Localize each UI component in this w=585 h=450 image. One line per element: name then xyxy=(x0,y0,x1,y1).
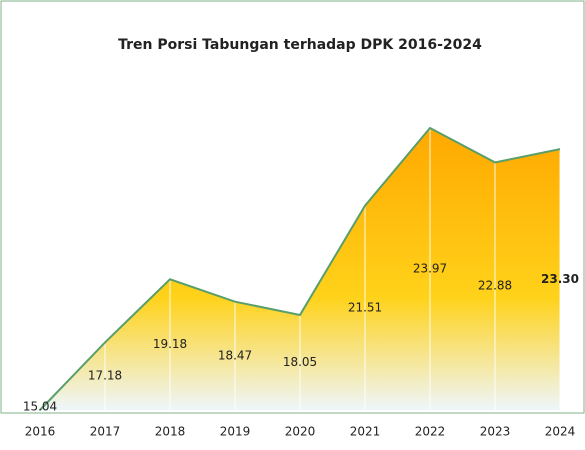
x-tick-label: 2020 xyxy=(285,425,316,439)
x-tick-label: 2019 xyxy=(220,425,251,439)
x-tick-label: 2018 xyxy=(155,425,186,439)
x-tick-label: 2024 xyxy=(545,425,576,439)
data-label: 23.97 xyxy=(413,262,447,276)
x-tick-label: 2021 xyxy=(350,425,381,439)
chart-title: Tren Porsi Tabungan terhadap DPK 2016-20… xyxy=(118,37,482,53)
data-label: 22.88 xyxy=(478,279,512,293)
frame xyxy=(0,0,585,414)
x-tick-label: 2022 xyxy=(415,425,446,439)
data-label: 17.18 xyxy=(88,369,122,383)
data-label: 18.05 xyxy=(283,355,317,369)
data-label: 15.04 xyxy=(23,400,57,414)
data-label: 21.51 xyxy=(348,300,382,314)
area-line xyxy=(39,126,561,411)
data-label: 23.30 xyxy=(541,272,579,286)
data-label: 18.47 xyxy=(218,348,252,362)
x-tick-label: 2017 xyxy=(90,425,121,439)
data-label: 19.18 xyxy=(153,337,187,351)
x-tick-label: 2023 xyxy=(480,425,511,439)
x-tick-label: 2016 xyxy=(25,425,56,439)
